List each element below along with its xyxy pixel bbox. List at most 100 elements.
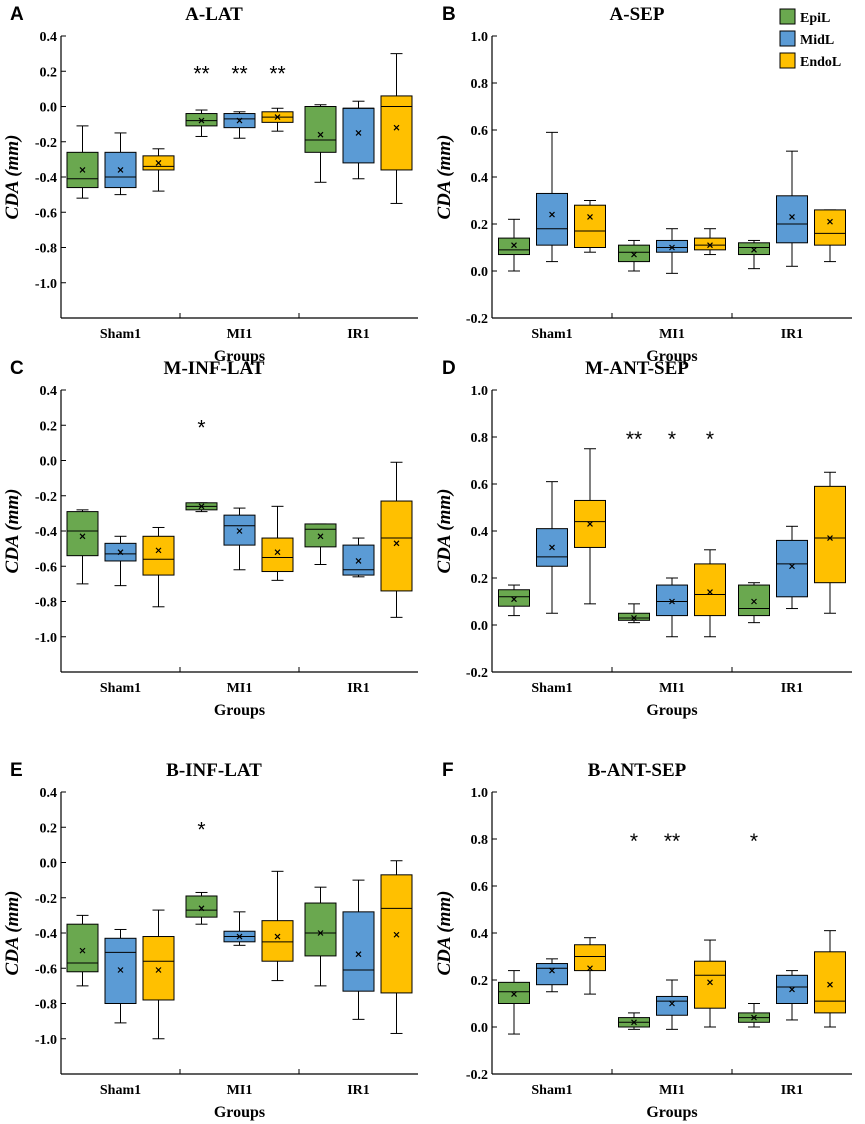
significance-marker: * <box>750 830 758 853</box>
box-endol <box>142 526 175 608</box>
mean-marker <box>549 967 555 974</box>
box-endol <box>261 505 294 581</box>
box-midl <box>223 507 256 571</box>
box-rect <box>814 485 846 584</box>
legend-swatch-midl <box>779 30 796 47</box>
box-epil <box>498 218 530 272</box>
box-endol <box>142 909 175 1040</box>
box-rect <box>814 951 846 1014</box>
mean-marker <box>631 1019 637 1026</box>
box-rect <box>536 192 568 246</box>
significance-marker: ** <box>193 62 209 85</box>
y-tick-label: 0.2 <box>40 65 58 80</box>
box-epil <box>618 1012 650 1030</box>
x-tick-label: IR1 <box>347 327 370 342</box>
x-axis-label: Groups <box>646 348 697 365</box>
mean-marker <box>707 979 713 986</box>
chart-title: B-ANT-SEP <box>588 760 687 781</box>
mean-marker <box>79 947 86 954</box>
mean-marker <box>587 214 593 220</box>
y-tick-label: -0.2 <box>466 666 488 681</box>
significance-marker: * <box>668 428 676 451</box>
mean-marker <box>355 558 362 564</box>
x-axis-label: Groups <box>214 702 265 719</box>
box-rect <box>185 113 218 127</box>
x-tick-label: IR1 <box>347 681 370 696</box>
box-epil <box>185 109 218 137</box>
mean-marker <box>549 544 555 551</box>
panel-d: D M-ANT-SEP 1.0 0.8 0.6 0.4 0.2 0.0 -0.2 Sham1 MI1… <box>434 358 852 719</box>
mean-marker <box>827 535 833 541</box>
box-midl <box>776 150 808 267</box>
box-endol <box>142 148 175 192</box>
box-rect <box>694 960 726 1009</box>
y-tick-label: 0.2 <box>471 974 489 989</box>
mean-marker <box>707 589 713 596</box>
y-axis-label: CDA (mm) <box>2 489 23 574</box>
box-epil <box>498 584 530 617</box>
box-rect <box>142 535 175 576</box>
mean-marker <box>511 991 517 998</box>
mean-marker <box>317 930 324 936</box>
box-endol <box>380 860 413 1034</box>
y-tick-label: 0.6 <box>471 124 489 139</box>
box-midl <box>776 970 808 1021</box>
mean-marker <box>198 905 205 912</box>
y-tick-label: 0.4 <box>471 171 489 186</box>
panel-label: A <box>10 4 24 25</box>
x-tick-label: Sham1 <box>100 681 141 696</box>
box-endol <box>814 209 846 263</box>
y-tick-label: 0.2 <box>40 821 58 836</box>
box-epil <box>738 1003 770 1028</box>
legend-label: EpiL <box>800 11 830 26</box>
box-midl <box>104 132 137 196</box>
box-epil <box>185 502 218 513</box>
box-midl <box>656 979 688 1030</box>
chart-title: M-INF-LAT <box>164 358 265 379</box>
y-tick-label: 0.2 <box>471 218 489 233</box>
x-axis-label: Groups <box>646 1104 697 1121</box>
y-tick-label: 0.4 <box>40 384 58 399</box>
legend-swatch-endol <box>779 52 796 69</box>
mean-marker <box>393 124 400 131</box>
box-rect <box>66 511 99 557</box>
y-tick-label: 0.8 <box>471 833 489 848</box>
box-rect <box>261 920 294 962</box>
y-tick-label: 0.4 <box>40 786 58 801</box>
mean-marker <box>274 114 281 120</box>
box-rect <box>814 209 846 246</box>
box-epil <box>66 509 99 585</box>
y-tick-label: -0.2 <box>35 490 57 505</box>
mean-marker <box>317 131 324 138</box>
box-endol <box>574 937 606 995</box>
x-tick-label: MI1 <box>227 327 253 342</box>
y-tick-label: -0.8 <box>35 242 57 257</box>
y-tick-label: -0.4 <box>35 171 57 186</box>
box-rect <box>776 195 808 244</box>
box-rect <box>618 612 650 621</box>
significance-marker: * <box>706 428 714 451</box>
box-endol <box>261 107 294 132</box>
y-tick-label: -1.0 <box>35 1033 57 1048</box>
mean-marker <box>751 598 757 605</box>
chart-title: A-SEP <box>610 4 665 25</box>
x-axis-label: Groups <box>214 1104 265 1121</box>
box-midl <box>656 577 688 638</box>
mean-marker <box>789 986 795 993</box>
box-rect <box>656 239 688 253</box>
mean-marker <box>155 967 162 973</box>
box-rect <box>304 523 337 548</box>
mean-marker <box>117 549 124 556</box>
mean-marker <box>393 931 400 938</box>
box-rect <box>738 584 770 617</box>
mean-marker <box>317 533 324 540</box>
box-epil <box>304 523 337 565</box>
y-tick-label: 0.4 <box>471 525 489 540</box>
box-rect <box>694 237 726 251</box>
y-tick-label: 0.0 <box>471 1021 489 1036</box>
x-axis-label: Groups <box>646 702 697 719</box>
panel-a: A A-LAT 0.4 0.2 0.0 -0.2 -0.4 -0.6 -0.8 -1.0 Sham1… <box>2 4 418 365</box>
x-tick-label: MI1 <box>659 681 685 696</box>
y-axis-label: CDA (mm) <box>2 891 23 976</box>
